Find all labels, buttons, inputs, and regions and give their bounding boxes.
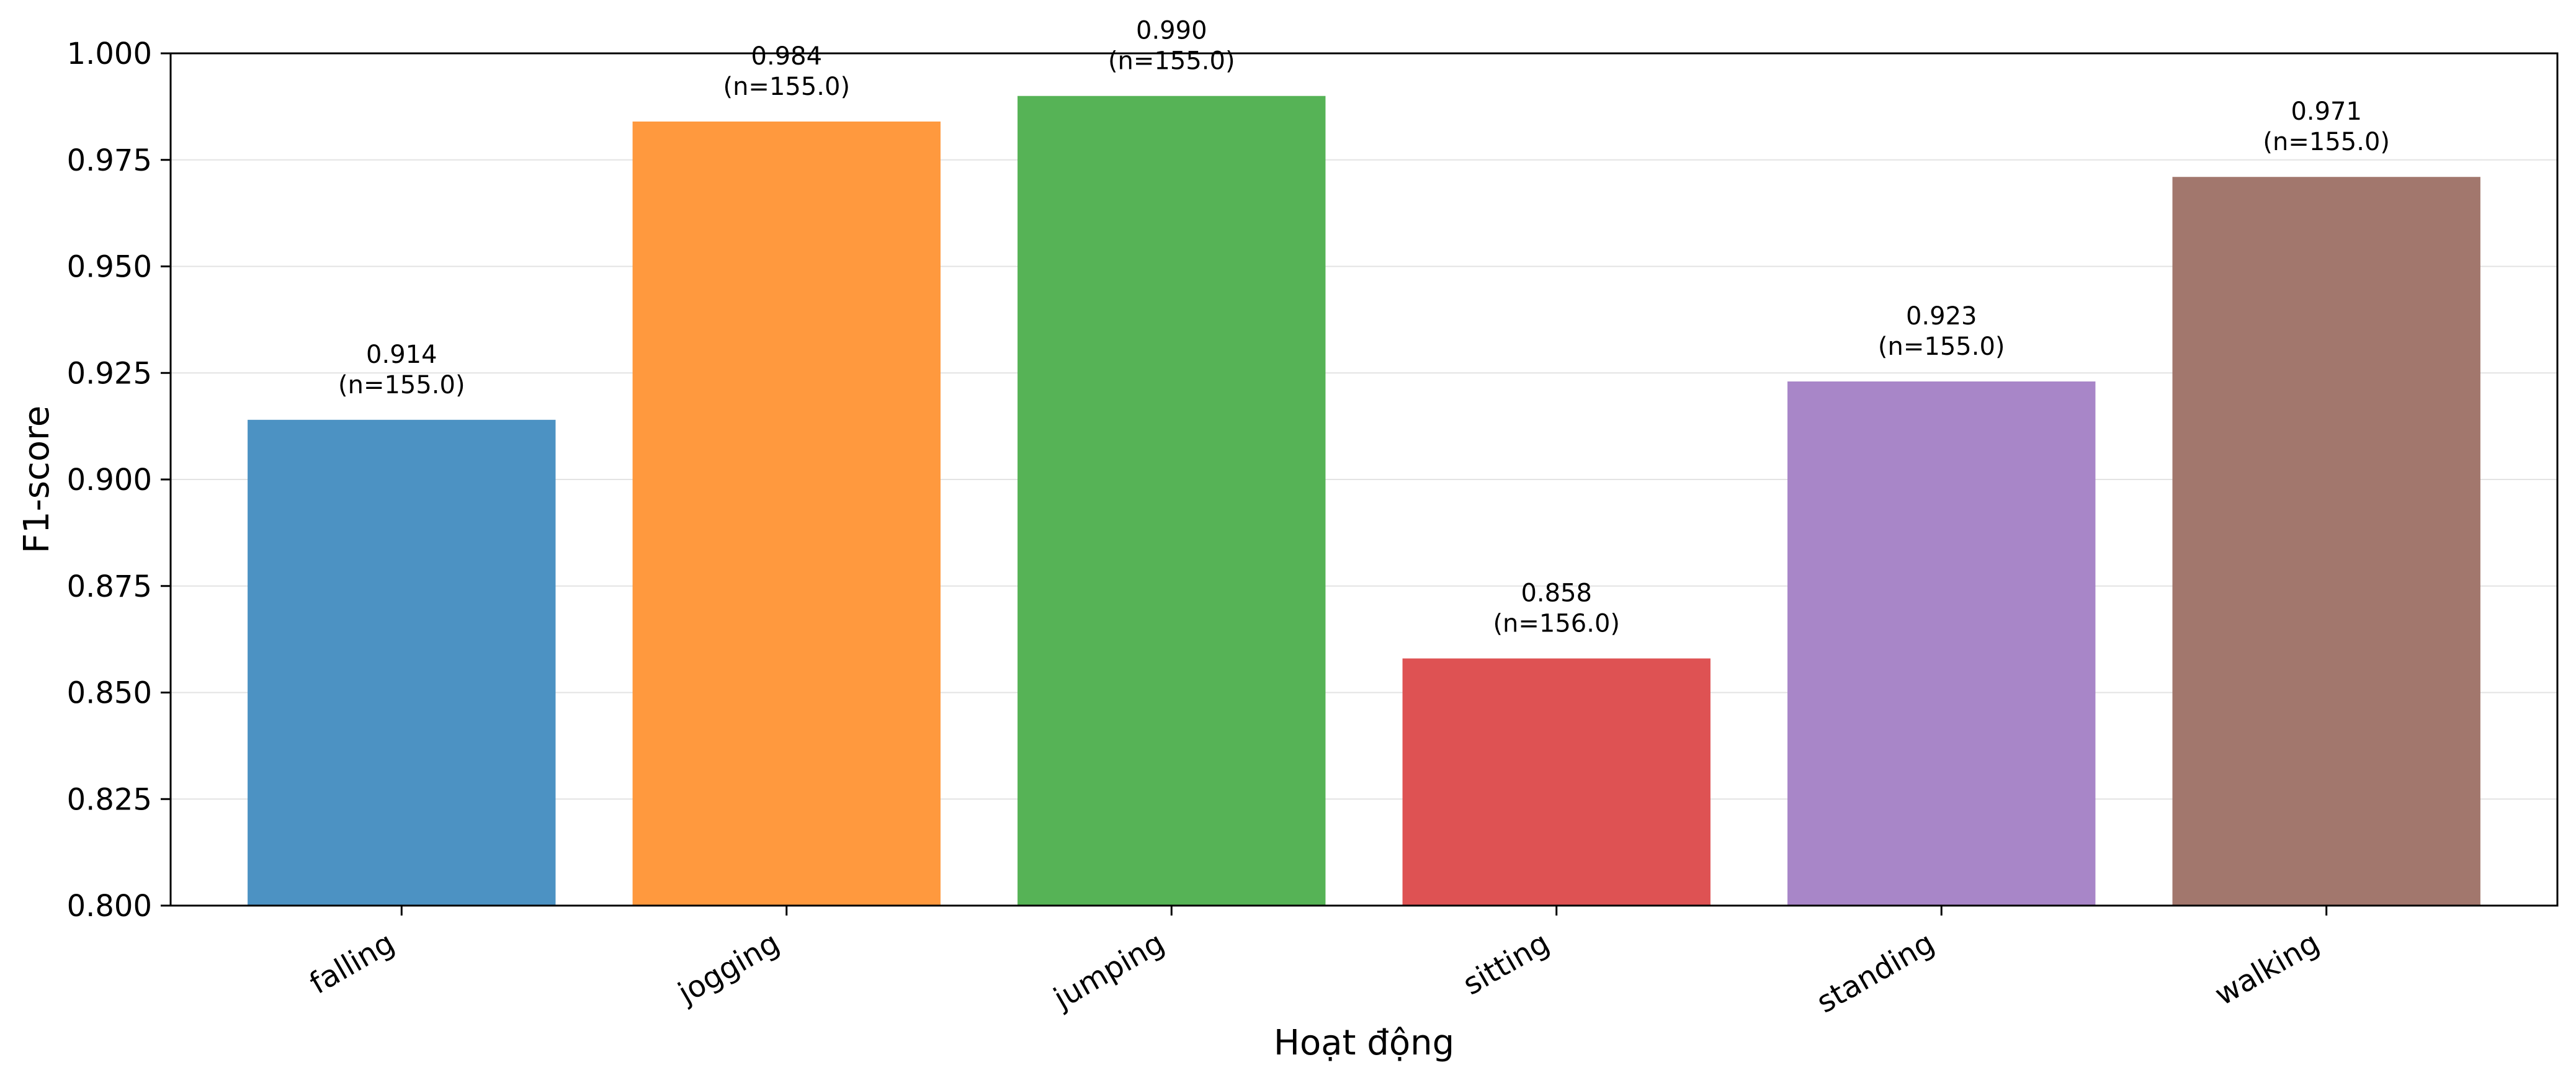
bar-value-label: 0.990 bbox=[1136, 17, 1207, 45]
x-tick-label: standing bbox=[1811, 925, 1940, 1020]
bar-sitting bbox=[1402, 658, 1711, 906]
x-tick-label: sitting bbox=[1457, 925, 1555, 1002]
y-tick-label: 0.825 bbox=[67, 782, 152, 817]
x-axis-label: Hoạt động bbox=[1274, 1023, 1454, 1063]
bar-standing bbox=[1787, 381, 2096, 906]
bar-value-label: 0.984 bbox=[751, 42, 823, 71]
x-tick-label: walking bbox=[2209, 925, 2325, 1013]
bar-value-labels: 0.914(n=155.0)0.984(n=155.0)0.990(n=155.… bbox=[338, 17, 2390, 638]
y-tick-label: 0.925 bbox=[67, 356, 152, 391]
bar-jumping bbox=[1017, 96, 1326, 906]
grid-lines bbox=[171, 159, 2557, 800]
y-axis-ticks: 0.800 0.825 0.850 0.875 0.900 0.925 0.950 0.975… bbox=[67, 37, 171, 924]
bar-count-label: (n=156.0) bbox=[1493, 610, 1620, 638]
bar-jogging bbox=[632, 121, 941, 906]
bar-count-label: (n=155.0) bbox=[2263, 128, 2390, 156]
y-tick-label: 0.875 bbox=[67, 569, 152, 604]
y-axis-label: F1-score bbox=[17, 406, 57, 554]
y-tick-label: 0.850 bbox=[67, 676, 152, 711]
bar-value-label: 0.914 bbox=[366, 341, 437, 369]
bars bbox=[248, 96, 2480, 906]
bar-count-label: (n=155.0) bbox=[1108, 47, 1235, 76]
bar-value-label: 0.971 bbox=[2291, 97, 2362, 126]
bar-count-label: (n=155.0) bbox=[338, 371, 465, 399]
y-tick-label: 0.800 bbox=[67, 889, 152, 924]
x-tick-label: jumping bbox=[1047, 925, 1170, 1017]
bar-count-label: (n=155.0) bbox=[723, 73, 850, 101]
y-tick-label: 0.900 bbox=[67, 463, 152, 497]
bar-count-label: (n=155.0) bbox=[1878, 332, 2005, 361]
y-tick-label: 0.975 bbox=[67, 143, 152, 178]
bar-value-label: 0.858 bbox=[1521, 579, 1592, 608]
x-tick-label: falling bbox=[304, 925, 400, 1001]
y-tick-label: 1.000 bbox=[67, 37, 152, 71]
y-tick-label: 0.950 bbox=[67, 250, 152, 285]
x-axis-ticks: falling jogging jumping sitting standing walk… bbox=[304, 906, 2328, 1020]
x-tick-label: jogging bbox=[672, 925, 785, 1011]
bar-falling bbox=[248, 419, 556, 906]
bar-walking bbox=[2172, 177, 2480, 906]
bar-value-label: 0.923 bbox=[1906, 302, 1977, 331]
